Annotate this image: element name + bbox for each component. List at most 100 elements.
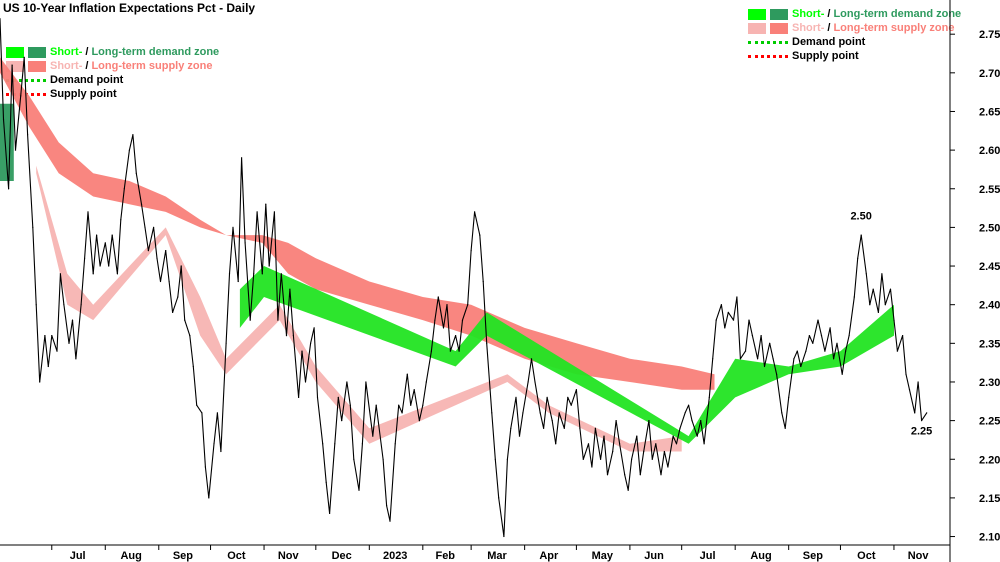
data-point [836, 342, 838, 344]
data-point [808, 335, 811, 337]
data-point [413, 389, 415, 391]
data-point [624, 474, 626, 476]
data-point [455, 335, 457, 337]
data-point [486, 342, 488, 344]
data-point [881, 273, 883, 275]
data-point [325, 481, 327, 483]
data-point [165, 250, 167, 252]
data-point [132, 134, 134, 136]
legend-short-label: Short- [50, 46, 83, 58]
data-point [184, 319, 186, 321]
x-tick-label: Dec [332, 550, 352, 562]
data-point [639, 474, 641, 476]
x-tick-label: Aug [750, 550, 771, 562]
x-tick-label: Mar [487, 550, 507, 562]
data-point [172, 311, 174, 313]
data-point [11, 64, 13, 66]
data-point [757, 358, 759, 360]
data-point [410, 404, 412, 406]
data-point [401, 412, 403, 414]
data-point [558, 412, 560, 414]
y-tick-label: 2.30 [979, 377, 1000, 389]
legend-item-supply-zone: Short- / Long-term supply zone [6, 59, 219, 73]
data-point [796, 350, 798, 352]
y-tick-label: 2.50 [979, 222, 1000, 234]
data-point [651, 458, 653, 460]
data-point [619, 443, 621, 445]
data-point [482, 280, 484, 283]
data-point [817, 319, 819, 321]
data-point [108, 265, 110, 267]
legend-long-label: Long-term demand zone [91, 46, 220, 58]
data-point [292, 335, 294, 337]
x-tick-label: Jul [700, 550, 716, 562]
data-point [877, 311, 880, 313]
y-tick-label: 2.10 [979, 532, 1000, 544]
data-point [298, 396, 300, 398]
data-point [591, 466, 593, 468]
y-tick-label: 2.20 [979, 454, 1000, 466]
data-point [896, 350, 899, 352]
legend-item-supply-point: Supply point [748, 49, 961, 63]
data-point [696, 435, 698, 437]
data-point [461, 319, 464, 321]
data-point [498, 497, 500, 499]
data-point [394, 443, 396, 445]
data-point [515, 396, 517, 398]
data-point [449, 350, 451, 352]
data-point [310, 342, 312, 344]
data-point [688, 404, 690, 406]
data-point [474, 211, 476, 213]
y-tick-label: 2.25 [979, 416, 1000, 428]
data-point [71, 319, 74, 321]
data-point [603, 435, 605, 437]
data-point [265, 203, 267, 205]
data-point [510, 427, 512, 429]
data-point [51, 335, 53, 337]
data-point [68, 342, 70, 344]
legend-item-demand-zone: Short- / Long-term demand zone [748, 7, 961, 21]
legend-swatch-short-supply [6, 60, 24, 72]
data-point [820, 335, 823, 337]
x-tick-label: 2023 [383, 550, 407, 562]
data-point [700, 420, 702, 422]
data-point [833, 358, 835, 360]
y-tick-label: 2.75 [979, 29, 1000, 41]
data-point [691, 420, 693, 422]
legend-swatch-short-demand [6, 46, 24, 58]
x-tick-label: Jun [644, 550, 664, 562]
data-point [208, 497, 210, 499]
legend-long-label: Long-term supply zone [91, 60, 213, 72]
data-point [398, 404, 400, 406]
legend-item-demand-zone: Short- / Long-term demand zone [6, 45, 219, 59]
data-point [446, 304, 448, 306]
data-point [144, 226, 146, 228]
data-point [736, 296, 738, 298]
data-point [921, 420, 923, 422]
data-point [334, 443, 336, 445]
legend-supply-point-label: Supply point [792, 50, 859, 62]
data-point [470, 250, 472, 252]
data-point [739, 358, 742, 360]
data-point [845, 350, 847, 352]
data-point [530, 358, 533, 360]
data-point [153, 226, 155, 228]
data-point [555, 443, 557, 445]
data-point [663, 450, 666, 453]
data-point [763, 365, 766, 368]
data-point [241, 157, 243, 159]
data-point [316, 396, 319, 398]
data-point [800, 365, 802, 368]
data-point [39, 381, 41, 383]
data-point [418, 420, 420, 422]
data-point [506, 458, 508, 460]
data-point [908, 389, 911, 391]
data-point [853, 296, 855, 298]
data-point [389, 520, 391, 522]
x-tick-label: Jul [70, 550, 86, 562]
data-point [865, 273, 867, 275]
data-point [123, 188, 125, 190]
data-point [732, 319, 735, 321]
data-point [917, 381, 919, 383]
